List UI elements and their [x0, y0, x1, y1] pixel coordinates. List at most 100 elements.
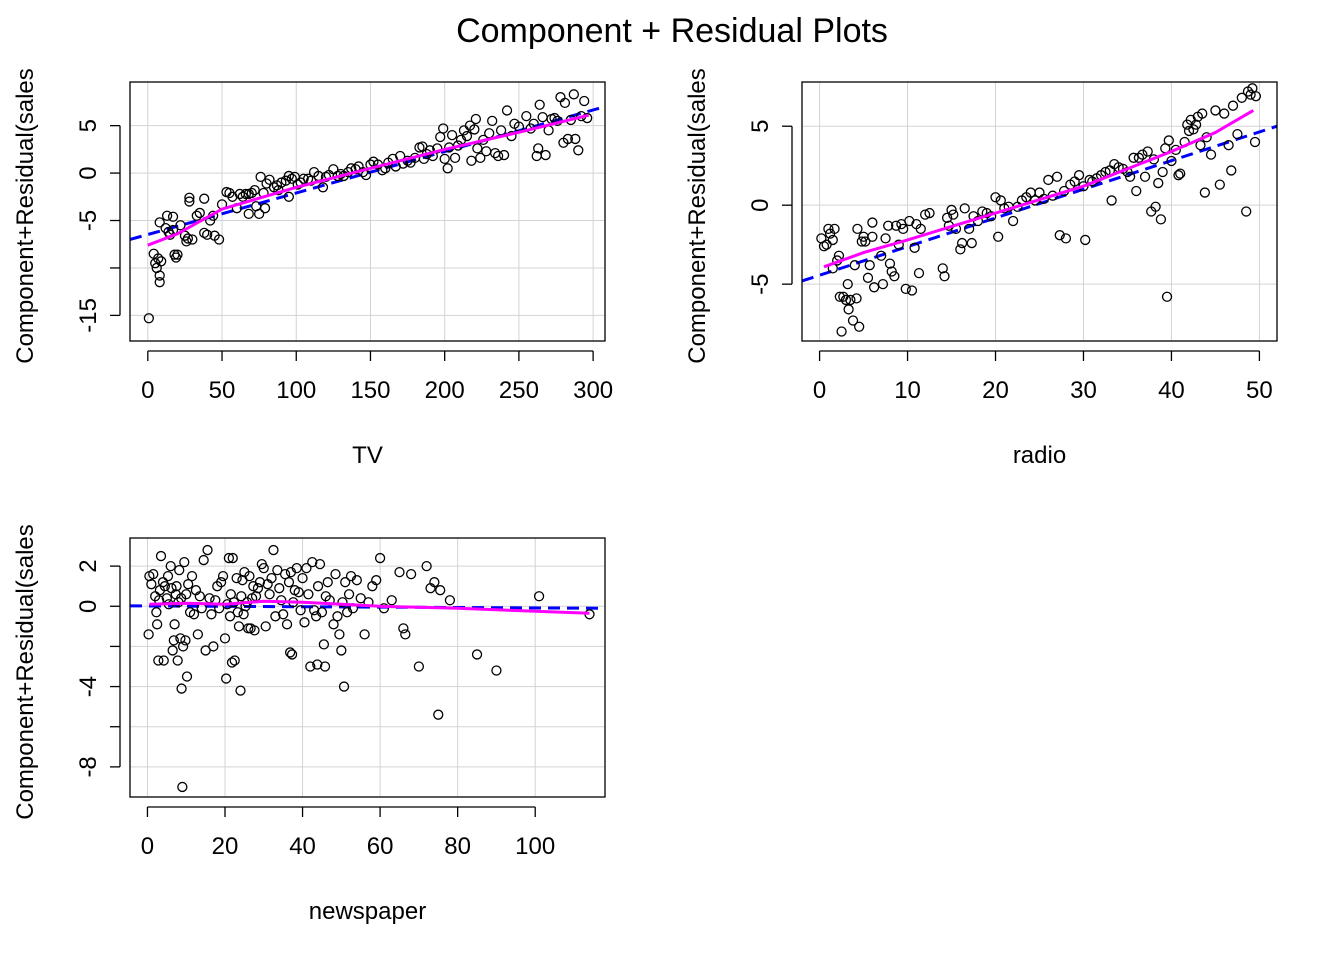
data-point — [221, 673, 232, 684]
data-point — [259, 203, 271, 214]
plot-frame — [129, 537, 606, 798]
data-point — [231, 573, 242, 584]
data-point — [200, 645, 211, 656]
data-point — [143, 629, 154, 640]
data-point — [818, 241, 830, 252]
data-point — [491, 665, 502, 676]
data-point — [495, 125, 507, 136]
data-point — [1034, 187, 1045, 198]
y-tick-label: -4 — [75, 676, 102, 697]
data-point — [276, 177, 287, 188]
data-point — [143, 313, 155, 324]
data-point — [424, 145, 435, 156]
data-point — [842, 278, 853, 290]
panel-radio: 0 10 20 30 40 50 -5 0 5 radio Component+Residual(s… — [684, 68, 1278, 469]
data-point — [180, 635, 191, 646]
data-point — [1236, 92, 1247, 103]
data-point — [993, 231, 1004, 242]
data-point — [849, 260, 860, 271]
data-point — [836, 326, 847, 337]
data-point — [206, 609, 217, 620]
y-tick-label: 0 — [747, 199, 774, 212]
data-point — [1197, 108, 1208, 119]
data-point — [162, 570, 174, 582]
data-point — [199, 227, 210, 238]
data-point — [181, 671, 193, 682]
data-point — [1137, 149, 1148, 160]
regression-line — [801, 124, 1278, 283]
data-point — [442, 163, 453, 174]
data-point — [1227, 100, 1239, 111]
data-point — [202, 544, 213, 556]
data-point — [312, 659, 323, 670]
data-point — [1214, 179, 1225, 190]
data-point — [303, 589, 314, 600]
data-point — [862, 272, 874, 283]
data-point — [249, 185, 260, 196]
data-point — [188, 609, 200, 620]
x-tick-label: 100 — [515, 833, 555, 860]
data-point — [466, 155, 477, 166]
data-point — [867, 231, 878, 242]
data-point — [194, 591, 205, 602]
smooth-line — [147, 113, 590, 247]
data-point — [167, 645, 178, 656]
data-point — [183, 579, 194, 590]
x-tick-label: 20 — [212, 833, 239, 860]
data-point — [829, 223, 840, 235]
data-point — [1241, 206, 1252, 217]
x-tick-label: 0 — [813, 377, 826, 404]
data-point — [469, 124, 480, 135]
grid-lines — [802, 82, 1277, 341]
data-point — [240, 188, 251, 200]
data-point — [194, 207, 205, 219]
data-point — [1060, 233, 1072, 244]
data-point — [537, 111, 548, 123]
data-point — [906, 285, 918, 296]
data-point — [322, 577, 333, 588]
x-tick-label: 250 — [499, 377, 539, 404]
data-point — [283, 577, 295, 588]
x-tick-label: 0 — [141, 833, 154, 860]
data-point — [534, 99, 545, 110]
data-point — [1175, 168, 1186, 179]
data-point — [283, 170, 294, 182]
data-point — [226, 657, 238, 668]
data-point — [316, 607, 328, 618]
data-point — [278, 609, 289, 620]
data-point — [446, 129, 458, 141]
data-point — [444, 595, 456, 606]
data-point — [258, 562, 269, 574]
data-point — [177, 781, 188, 793]
panel-TV: 0 50 100 150 200 250 300 -15 -5 0 5 TV Component+Res… — [12, 68, 613, 469]
data-point — [867, 217, 878, 228]
data-point — [1106, 195, 1117, 206]
x-axis: 0 10 20 30 40 50 — [813, 350, 1273, 404]
data-point — [533, 143, 544, 154]
data-point — [492, 150, 504, 162]
data-point — [229, 655, 240, 666]
data-point — [168, 635, 179, 646]
data-point — [435, 585, 446, 596]
x-tick-label: 50 — [1246, 377, 1273, 404]
y-tick-label: -5 — [747, 273, 774, 294]
data-point — [521, 111, 532, 122]
data-point — [1142, 146, 1153, 157]
data-point — [328, 619, 339, 630]
x-tick-label: 30 — [1070, 377, 1097, 404]
y-tick-label: 5 — [747, 120, 774, 133]
data-point — [355, 593, 366, 604]
data-point — [279, 568, 291, 580]
data-point — [559, 97, 571, 109]
data-point — [260, 621, 271, 632]
data-point — [305, 661, 316, 672]
data-point — [884, 258, 896, 269]
data-point — [852, 223, 863, 235]
data-point — [1226, 165, 1237, 176]
data-point — [394, 566, 405, 578]
data-point — [281, 619, 293, 630]
data-point — [1128, 152, 1139, 163]
data-point — [1249, 136, 1261, 148]
data-point — [153, 655, 164, 666]
